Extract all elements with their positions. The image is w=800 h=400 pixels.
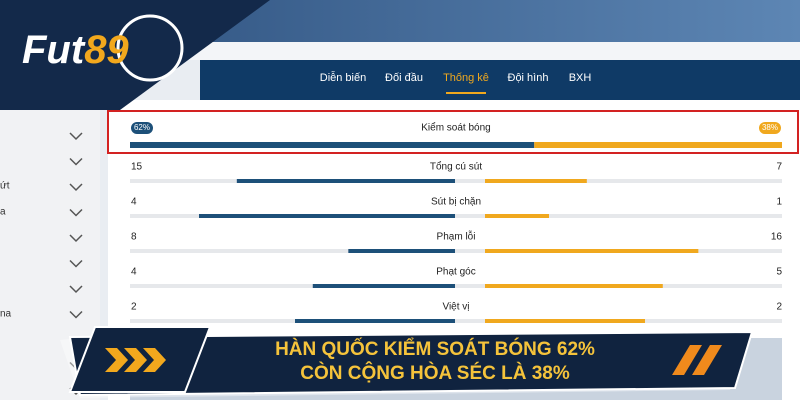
track — [130, 179, 782, 183]
chevron — [69, 132, 83, 141]
tab[interactable]: Thống kê — [443, 72, 489, 84]
possession-right: 38% — [762, 123, 778, 132]
chevron — [69, 285, 83, 294]
stat-left: 4 — [131, 267, 137, 278]
stat-bar — [312, 284, 455, 288]
stat-bar — [485, 179, 587, 183]
sidebar-item: a — [0, 207, 6, 218]
highlight-box — [107, 110, 799, 154]
track — [130, 249, 782, 253]
chevron — [69, 310, 83, 319]
chevron — [69, 208, 83, 217]
possession-bar — [534, 142, 782, 148]
stat-bar — [295, 319, 455, 323]
stat-right: 5 — [776, 267, 782, 278]
chevron — [69, 183, 83, 192]
chevron — [69, 234, 83, 243]
stat-bar — [199, 214, 455, 218]
arrows — [105, 348, 166, 372]
stat-right: 16 — [771, 232, 783, 243]
pill — [759, 122, 781, 134]
tab[interactable]: BXH — [569, 72, 592, 84]
chevron — [69, 157, 83, 166]
stat-bar — [348, 249, 455, 253]
stat-bar — [236, 179, 455, 183]
stat-right: 2 — [776, 302, 782, 313]
logo-number: 89 — [84, 28, 129, 72]
sidebar-item: ứt — [0, 181, 10, 192]
stat-label: Tổng cú sút — [430, 161, 482, 173]
stat-bar — [485, 284, 663, 288]
stat-label: Việt vị — [442, 302, 469, 313]
tab[interactable]: Đội hình — [508, 72, 549, 84]
tab-underline — [446, 92, 486, 94]
stat-right: 1 — [776, 197, 782, 208]
stat-left: 8 — [131, 232, 137, 243]
stat-left: 4 — [131, 197, 137, 208]
tab[interactable]: Diễn biến — [320, 71, 366, 84]
sidebar-item: na — [0, 309, 12, 320]
tab[interactable]: Đối đầu — [385, 72, 423, 84]
stat-label: Phạm lỗi — [437, 230, 476, 243]
chevron — [69, 259, 83, 268]
track — [130, 214, 782, 218]
stat-bar — [485, 249, 699, 253]
stat-bar — [485, 214, 549, 218]
logo-ring — [116, 14, 184, 82]
banner-line: HÀN QUỐC KIỂM SOÁT BÓNG 62% — [275, 338, 595, 360]
logo-backdrop — [0, 0, 270, 110]
pill — [131, 122, 153, 134]
stat-label: Phạt góc — [436, 267, 475, 278]
tabs: Diễn biến Đối đầu Thống kê Đội hình BXH — [320, 71, 592, 94]
stat-left: 15 — [131, 162, 143, 173]
slashes — [672, 345, 722, 375]
possession-left: 62% — [134, 123, 150, 132]
stat-label: Kiểm soát bóng — [421, 122, 491, 134]
logo: Fut89 — [22, 28, 129, 72]
track — [130, 319, 782, 323]
logo-text: Fut — [22, 28, 86, 72]
stat-bar — [485, 319, 645, 323]
banner-line: CÒN CỘNG HÒA SÉC LÀ 38% — [300, 362, 570, 384]
stat-right: 7 — [776, 162, 782, 173]
possession-bar — [130, 142, 535, 148]
tab-bar — [200, 60, 800, 100]
stat-label: Sút bị chặn — [431, 197, 481, 208]
stat-left: 2 — [131, 302, 137, 313]
track — [130, 284, 782, 288]
